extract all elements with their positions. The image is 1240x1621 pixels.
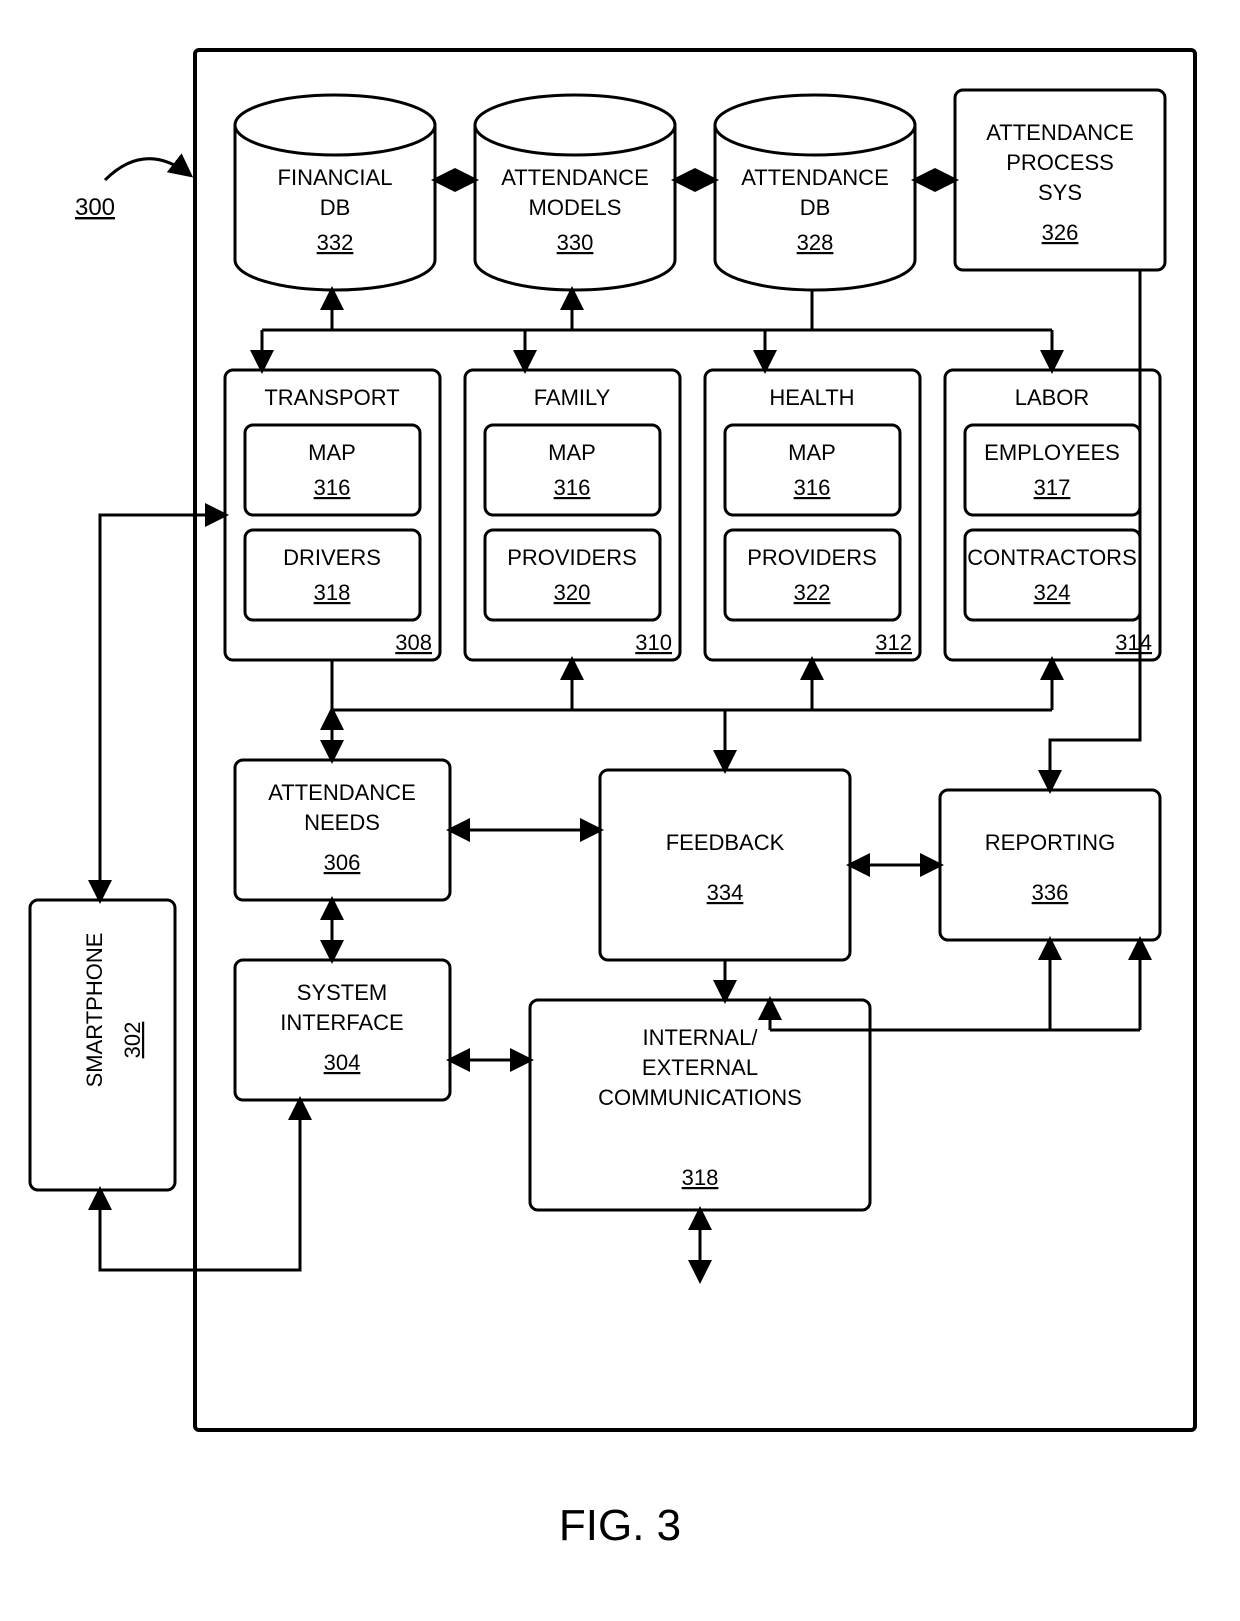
edge-smartphone-interface <box>100 1100 300 1270</box>
health-map-ref: 316 <box>794 475 831 500</box>
transport-node: TRANSPORT MAP 316 DRIVERS 318 308 <box>225 370 440 660</box>
reporting-label: REPORTING <box>985 830 1115 855</box>
attendance-process-ref: 326 <box>1042 220 1079 245</box>
family-providers-ref: 320 <box>554 580 591 605</box>
communications-label2: EXTERNAL <box>642 1055 758 1080</box>
financial-db-ref: 332 <box>317 230 354 255</box>
edge-smartphone-transport <box>100 515 225 900</box>
labor-node: LABOR EMPLOYEES 317 CONTRACTORS 324 314 <box>945 370 1160 660</box>
smartphone-ref: 302 <box>120 1022 145 1059</box>
labor-contractors-label: CONTRACTORS <box>967 545 1137 570</box>
feedback-ref: 334 <box>707 880 744 905</box>
transport-map-ref: 316 <box>314 475 351 500</box>
transport-drivers-label: DRIVERS <box>283 545 381 570</box>
attendance-needs-ref: 306 <box>324 850 361 875</box>
health-node: HEALTH MAP 316 PROVIDERS 322 312 <box>705 370 920 660</box>
attendance-db-label2: DB <box>800 195 831 220</box>
feedback-node: FEEDBACK 334 <box>600 770 850 960</box>
attendance-process-label2: PROCESS <box>1006 150 1114 175</box>
family-ref: 310 <box>635 630 672 655</box>
labor-employees-label: EMPLOYEES <box>984 440 1120 465</box>
health-ref: 312 <box>875 630 912 655</box>
transport-map-label: MAP <box>308 440 356 465</box>
reporting-ref: 336 <box>1032 880 1069 905</box>
attendance-process-node: ATTENDANCE PROCESS SYS 326 <box>955 90 1165 270</box>
transport-ref: 308 <box>395 630 432 655</box>
system-interface-ref: 304 <box>324 1050 361 1075</box>
reporting-node: REPORTING 336 <box>940 790 1160 940</box>
attendance-needs-label2: NEEDS <box>304 810 380 835</box>
system-interface-label2: INTERFACE <box>280 1010 403 1035</box>
attendance-models-label2: MODELS <box>529 195 622 220</box>
health-providers-label: PROVIDERS <box>747 545 877 570</box>
attendance-models-ref: 330 <box>557 230 594 255</box>
attendance-models-node: ATTENDANCE MODELS 330 <box>475 95 675 290</box>
system-ref: 300 <box>75 194 115 221</box>
attendance-needs-label1: ATTENDANCE <box>268 780 416 805</box>
family-providers-label: PROVIDERS <box>507 545 637 570</box>
system-boundary <box>195 50 1195 1430</box>
health-providers-ref: 322 <box>794 580 831 605</box>
transport-label: TRANSPORT <box>264 385 399 410</box>
attendance-models-label1: ATTENDANCE <box>501 165 649 190</box>
transport-drivers-ref: 318 <box>314 580 351 605</box>
system-diagram: 300 FINANCIAL DB 332 ATTENDANCE MODELS 3… <box>0 0 1240 1621</box>
labor-label: LABOR <box>1015 385 1090 410</box>
family-node: FAMILY MAP 316 PROVIDERS 320 310 <box>465 370 680 660</box>
system-interface-label1: SYSTEM <box>297 980 387 1005</box>
attendance-process-label3: SYS <box>1038 180 1082 205</box>
attendance-db-node: ATTENDANCE DB 328 <box>715 95 915 290</box>
system-interface-node: SYSTEM INTERFACE 304 <box>235 960 450 1100</box>
attendance-db-label1: ATTENDANCE <box>741 165 889 190</box>
labor-employees-ref: 317 <box>1034 475 1071 500</box>
smartphone-label: SMARTPHONE <box>82 933 107 1088</box>
health-label: HEALTH <box>769 385 854 410</box>
feedback-label: FEEDBACK <box>666 830 785 855</box>
attendance-needs-node: ATTENDANCE NEEDS 306 <box>235 760 450 900</box>
financial-db-node: FINANCIAL DB 332 <box>235 95 435 290</box>
communications-label1: INTERNAL/ <box>643 1025 759 1050</box>
system-pointer-arrow <box>105 159 190 180</box>
financial-db-label1: FINANCIAL <box>278 165 393 190</box>
labor-contractors-ref: 324 <box>1034 580 1071 605</box>
figure-caption: FIG. 3 <box>559 1501 681 1550</box>
family-map-label: MAP <box>548 440 596 465</box>
family-map-ref: 316 <box>554 475 591 500</box>
family-label: FAMILY <box>534 385 611 410</box>
communications-ref: 318 <box>682 1165 719 1190</box>
labor-ref: 314 <box>1115 630 1152 655</box>
health-map-label: MAP <box>788 440 836 465</box>
attendance-process-label1: ATTENDANCE <box>986 120 1134 145</box>
attendance-db-ref: 328 <box>797 230 834 255</box>
smartphone-node: SMARTPHONE 302 <box>30 900 175 1190</box>
financial-db-label2: DB <box>320 195 351 220</box>
communications-label3: COMMUNICATIONS <box>598 1085 802 1110</box>
